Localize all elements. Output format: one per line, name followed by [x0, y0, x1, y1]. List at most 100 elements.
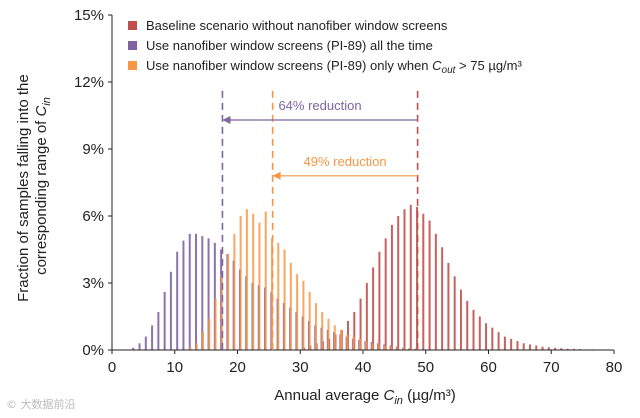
bar-series0-x70	[554, 347, 557, 350]
bar-series2-x28	[289, 262, 292, 350]
bar-series2-x20	[239, 216, 242, 350]
bar-series1-x6	[151, 325, 154, 350]
reduction-arrow-head-1	[272, 171, 281, 180]
legend: Baseline scenario without nanofiber wind…	[128, 18, 522, 76]
bar-series0-x72	[566, 348, 569, 350]
bar-series0-x69	[547, 347, 550, 350]
bar-series0-x73	[572, 348, 575, 350]
bar-series0-x67	[535, 345, 538, 350]
x-tick-label: 60	[480, 359, 497, 376]
bar-series2-x12	[189, 347, 192, 350]
bar-series1-x15	[207, 238, 210, 350]
legend-swatch-1	[128, 41, 137, 50]
bar-series2-x14	[201, 332, 204, 350]
x-tick-label: 50	[417, 359, 434, 376]
bar-series0-x57	[472, 309, 475, 350]
bar-series2-x42	[377, 343, 380, 350]
bar-series0-x42	[378, 251, 381, 350]
bar-series2-x47	[409, 348, 412, 350]
bar-series1-x11	[182, 240, 185, 350]
watermark: © 大数据前沿	[6, 398, 76, 411]
bar-series0-x55	[459, 289, 462, 350]
bar-series2-x34	[327, 318, 330, 350]
bar-series0-x54	[453, 276, 456, 350]
bar-series2-x32	[314, 303, 317, 350]
y-tick-label: 6%	[82, 208, 104, 225]
bar-series2-x35	[333, 325, 336, 350]
bar-series2-x37	[346, 334, 349, 350]
bar-series0-x40	[365, 283, 368, 350]
bar-series1-x13	[195, 233, 198, 350]
y-tick-label: 15%	[74, 7, 104, 24]
bar-series2-x38	[352, 336, 355, 350]
x-tick-label: 10	[166, 359, 183, 376]
bar-series2-x25	[271, 238, 274, 350]
bar-series0-x58	[478, 316, 481, 350]
y-axis-title: Fraction of samples falling into the cor…	[15, 70, 53, 302]
x-tick-label: 20	[229, 359, 246, 376]
bar-series0-x71	[560, 348, 563, 350]
bar-series0-x38	[353, 312, 356, 350]
bar-series0-x64	[516, 341, 519, 350]
bar-series1-x14	[201, 236, 204, 350]
axes-group: 0 10 20 30 40 50 60 70 80 0% 3% 6% 9% 12% 15%	[74, 7, 622, 376]
x-tick-label: 30	[292, 359, 309, 376]
bar-series2-x19	[233, 233, 236, 350]
legend-swatch-0	[128, 21, 137, 30]
legend-label-0: Baseline scenario without nanofiber wind…	[146, 18, 448, 33]
reduction-label-1: 49% reduction	[304, 154, 387, 169]
y-tick-label: 3%	[82, 275, 104, 292]
bar-series0-x47	[409, 204, 412, 350]
bar-series2-x40	[365, 341, 368, 350]
bar-series0-x44	[390, 224, 393, 350]
bar-series0-x59	[485, 323, 488, 350]
bar-series1-x12	[188, 233, 191, 350]
bar-series0-x61	[497, 332, 500, 350]
bar-series0-x49	[422, 213, 425, 350]
bar-series1-x5	[144, 336, 147, 350]
mean-guides: 64% reduction 49% reduction	[221, 90, 419, 350]
bar-series0-x50	[428, 220, 431, 350]
bar-series0-x53	[447, 262, 450, 350]
x-tick-label: 40	[355, 359, 372, 376]
x-tick-label: 80	[606, 359, 623, 376]
bar-series2-x27	[283, 249, 286, 350]
legend-swatch-2	[128, 61, 137, 70]
bar-series0-x56	[466, 300, 469, 350]
y-axis-title-line2: corresponding range of Cin	[33, 97, 53, 275]
bar-series0-x68	[541, 346, 544, 350]
bar-series2-x15	[208, 318, 211, 350]
bar-series2-x41	[371, 343, 374, 350]
bar-series1-x3	[132, 347, 135, 350]
bar-series2-x31	[308, 291, 311, 350]
bar-series2-x24	[264, 211, 267, 350]
bar-series2-x23	[258, 222, 261, 350]
bars-group	[132, 204, 613, 350]
bar-series0-x41	[372, 267, 375, 350]
bar-series2-x29	[296, 274, 299, 350]
y-tick-label: 0%	[82, 342, 104, 359]
bar-series1-x10	[176, 251, 179, 350]
bar-series2-x18	[227, 253, 230, 350]
bar-series0-x60	[491, 327, 494, 350]
bar-series2-x45	[396, 347, 399, 350]
bar-series2-x48	[415, 348, 418, 350]
bar-series2-x39	[358, 338, 361, 350]
bar-series0-x65	[522, 343, 525, 350]
bar-series2-x13	[195, 343, 198, 350]
x-axis-title: Annual average Cin (µg/m³)	[274, 387, 455, 407]
bar-series0-x63	[510, 338, 513, 350]
bar-series2-x22	[252, 213, 255, 350]
bar-series1-x4	[138, 343, 141, 350]
bar-series2-x46	[402, 347, 405, 350]
bar-series2-x21	[245, 209, 248, 350]
bar-series2-x43	[383, 345, 386, 350]
bar-series2-x26	[277, 242, 280, 350]
bar-series2-x30	[302, 280, 305, 350]
y-axis-title-line1: Fraction of samples falling into the	[15, 74, 32, 302]
bar-series1-x16	[213, 242, 216, 350]
y-tick-label: 9%	[82, 141, 104, 158]
bar-series0-x46	[403, 209, 406, 350]
bar-series0-x39	[359, 298, 362, 350]
bar-series0-x66	[528, 344, 531, 350]
